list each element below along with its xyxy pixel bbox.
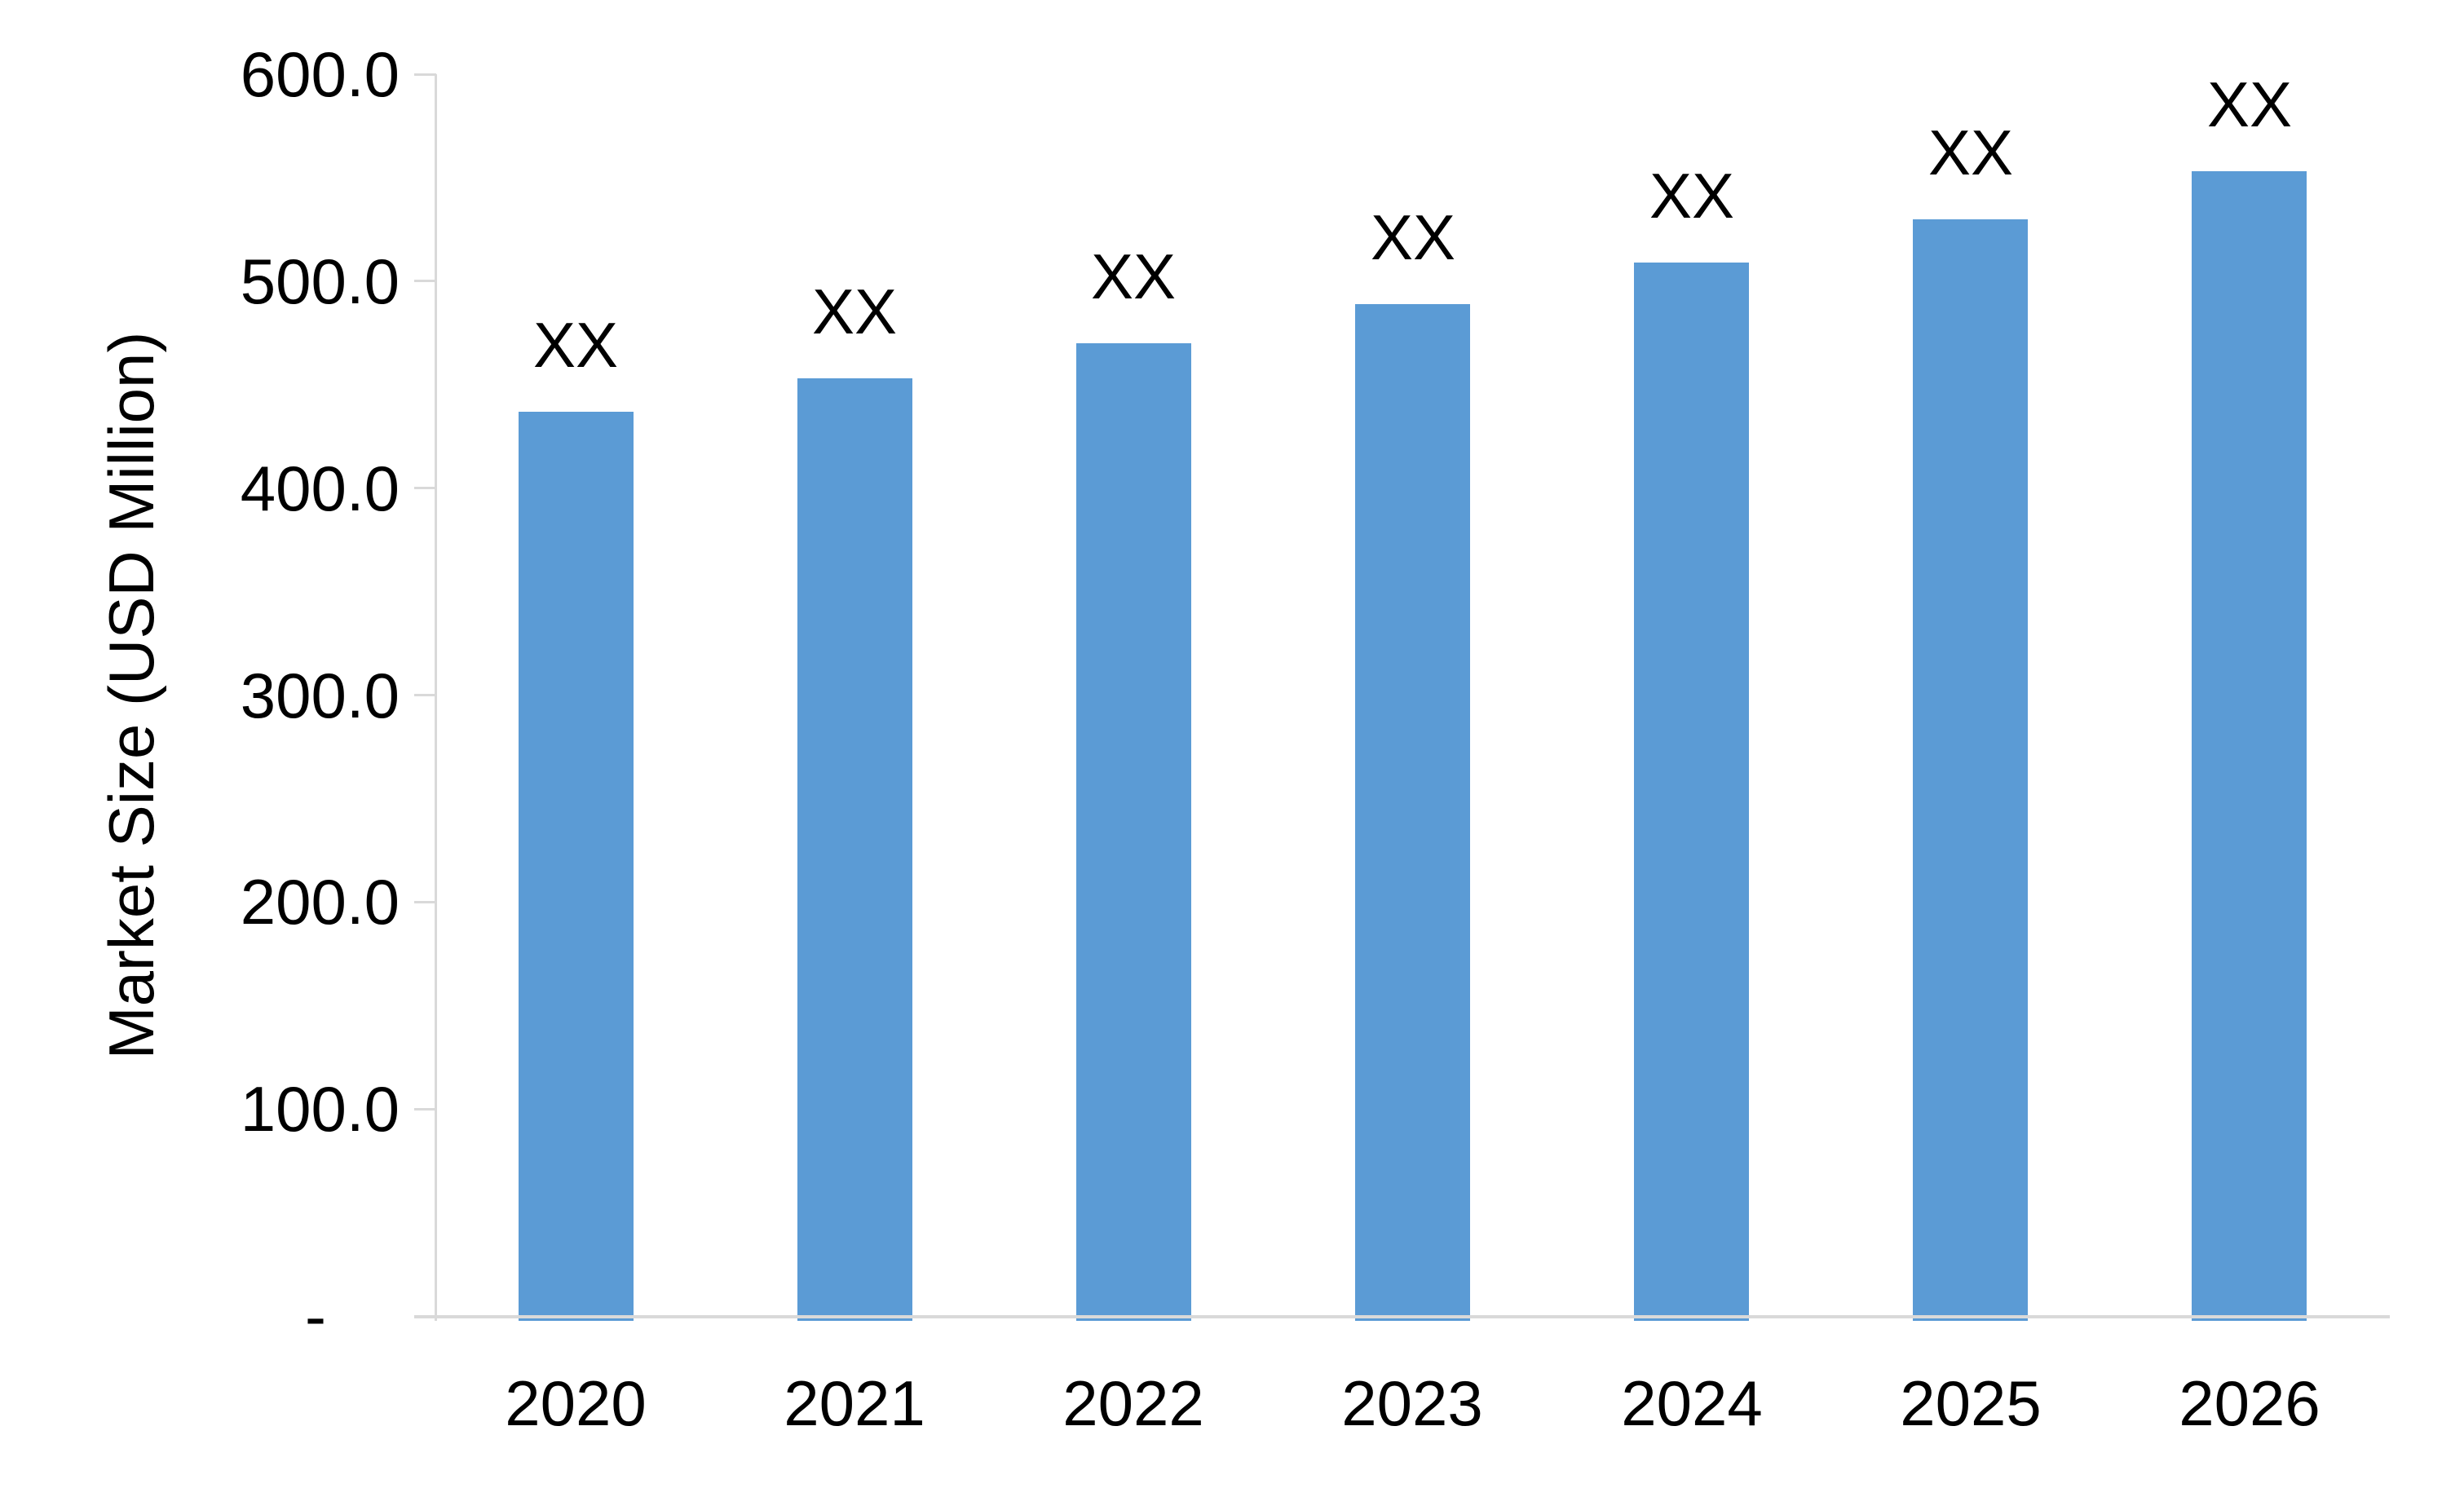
y-axis-tick-text: 300.0 xyxy=(240,659,400,731)
y-axis-tick-mark xyxy=(414,901,436,903)
y-axis-tick-mark xyxy=(414,487,436,489)
y-axis-tick-text: 200.0 xyxy=(240,866,400,938)
y-axis-tick-text: 500.0 xyxy=(240,245,400,317)
bar-2021 xyxy=(797,378,912,1321)
x-axis-line xyxy=(414,1315,2390,1318)
y-axis-tick-mark xyxy=(414,73,436,76)
y-axis-tick-mark xyxy=(414,1108,436,1110)
bar-2025 xyxy=(1913,219,2028,1321)
y-axis-tick-text: 100.0 xyxy=(240,1073,400,1146)
bar-2026 xyxy=(2192,171,2307,1321)
y-axis-tick-mark xyxy=(414,280,436,282)
y-axis-tick-text: 400.0 xyxy=(240,452,400,524)
bar-2020 xyxy=(519,412,634,1321)
y-axis-tick-mark xyxy=(414,694,436,696)
bar-2024 xyxy=(1634,263,1749,1321)
y-axis-line xyxy=(435,74,437,1321)
y-axis-tick-text: - xyxy=(305,1280,326,1352)
y-axis-title: Market Size (USD Million) xyxy=(95,331,167,1060)
bar-2022 xyxy=(1076,343,1191,1321)
bar-2023 xyxy=(1355,304,1470,1321)
y-axis-tick-text: 600.0 xyxy=(240,38,400,110)
